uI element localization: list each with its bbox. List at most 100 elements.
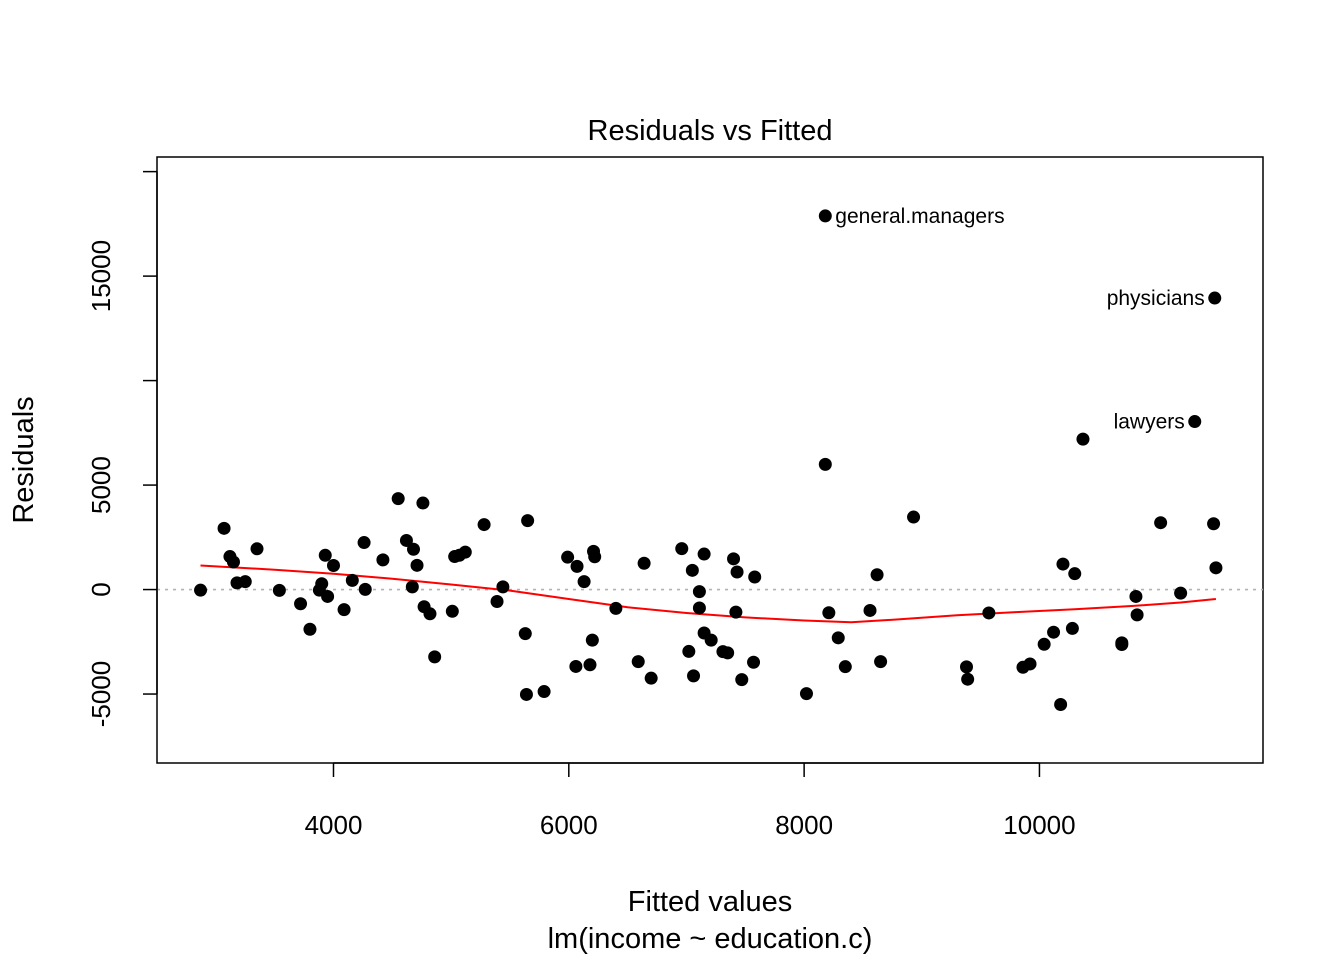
x-axis: 4000 6000 8000 10000 bbox=[305, 762, 1076, 840]
data-point bbox=[399, 533, 413, 547]
data-point bbox=[490, 594, 504, 608]
y-tick-label: 15000 bbox=[86, 240, 116, 312]
data-point bbox=[410, 558, 424, 572]
data-point bbox=[428, 650, 442, 664]
data-point bbox=[697, 547, 711, 561]
chart-title: Residuals vs Fitted bbox=[588, 115, 833, 147]
data-point bbox=[217, 521, 231, 535]
data-point bbox=[326, 559, 340, 573]
data-point bbox=[1054, 697, 1068, 711]
outlier-point bbox=[1188, 415, 1202, 429]
data-point bbox=[391, 492, 405, 506]
outlier-label: lawyers bbox=[1114, 411, 1185, 434]
data-point bbox=[1037, 637, 1051, 651]
data-point bbox=[272, 583, 286, 597]
data-point bbox=[747, 655, 761, 669]
data-point bbox=[561, 550, 575, 564]
x-axis-sublabel: lm(income ~ education.c) bbox=[548, 923, 873, 955]
data-point bbox=[730, 565, 744, 579]
data-point bbox=[458, 545, 472, 559]
data-point bbox=[405, 580, 419, 594]
data-point bbox=[238, 575, 252, 589]
data-point bbox=[1068, 567, 1082, 581]
smooth-line bbox=[200, 564, 1216, 624]
data-point bbox=[1076, 432, 1090, 446]
data-point bbox=[537, 685, 551, 699]
data-point bbox=[321, 589, 335, 603]
data-point bbox=[477, 518, 491, 532]
data-point bbox=[588, 550, 602, 564]
y-axis: -5000 0 5000 15000 bbox=[86, 170, 158, 728]
data-point bbox=[585, 633, 599, 647]
data-point bbox=[416, 496, 430, 510]
data-point bbox=[692, 585, 706, 599]
data-point bbox=[609, 601, 623, 615]
data-point bbox=[799, 687, 813, 701]
data-point bbox=[961, 672, 975, 686]
data-point bbox=[1129, 589, 1143, 603]
data-point bbox=[729, 605, 743, 619]
y-axis-label: Residuals bbox=[8, 396, 40, 523]
data-point bbox=[721, 646, 735, 660]
data-point bbox=[519, 687, 533, 701]
data-point bbox=[1023, 657, 1037, 671]
x-tick-label: 8000 bbox=[775, 810, 833, 840]
data-point bbox=[692, 601, 706, 615]
data-point bbox=[1130, 608, 1144, 622]
data-point bbox=[1174, 586, 1188, 600]
data-point bbox=[194, 583, 208, 597]
data-point bbox=[294, 597, 308, 611]
data-point bbox=[345, 573, 359, 587]
data-point bbox=[496, 580, 510, 594]
data-point bbox=[1065, 621, 1079, 635]
data-point bbox=[644, 671, 658, 685]
data-point bbox=[822, 606, 836, 620]
x-tick-label: 10000 bbox=[1003, 810, 1075, 840]
data-point bbox=[376, 553, 390, 567]
outlier-point bbox=[818, 209, 832, 223]
data-point bbox=[748, 570, 762, 584]
plot-frame bbox=[156, 156, 1264, 764]
outlier-label: physicians bbox=[1107, 287, 1205, 310]
data-point bbox=[959, 660, 973, 674]
data-point bbox=[226, 555, 240, 569]
data-point bbox=[1047, 625, 1061, 639]
data-point bbox=[250, 542, 264, 556]
data-point bbox=[687, 669, 701, 683]
data-point bbox=[1115, 638, 1129, 652]
data-point bbox=[675, 542, 689, 556]
y-tick-label: -5000 bbox=[86, 661, 116, 728]
data-point bbox=[518, 627, 532, 641]
x-tick-label: 4000 bbox=[305, 810, 363, 840]
data-point bbox=[423, 607, 437, 621]
data-point bbox=[704, 633, 718, 647]
outlier-point bbox=[1208, 291, 1222, 305]
data-point bbox=[1209, 561, 1223, 575]
x-tick-label: 6000 bbox=[540, 810, 598, 840]
data-point bbox=[870, 568, 884, 582]
data-point bbox=[358, 582, 372, 596]
data-point bbox=[863, 603, 877, 617]
data-point bbox=[831, 631, 845, 645]
data-point bbox=[735, 673, 749, 687]
data-point bbox=[570, 559, 584, 573]
data-point bbox=[337, 603, 351, 617]
scatter-points bbox=[194, 209, 1223, 711]
data-point bbox=[727, 552, 741, 566]
data-point bbox=[445, 604, 459, 618]
data-point bbox=[406, 542, 420, 556]
data-point bbox=[685, 563, 699, 577]
data-point bbox=[315, 577, 329, 591]
data-point bbox=[569, 659, 583, 673]
data-point bbox=[521, 514, 535, 528]
data-point bbox=[1207, 517, 1221, 531]
data-point bbox=[907, 510, 921, 524]
data-point bbox=[682, 644, 696, 658]
y-tick-label: 5000 bbox=[86, 456, 116, 514]
data-point bbox=[357, 536, 371, 550]
y-tick-label: 0 bbox=[86, 582, 116, 596]
data-point bbox=[318, 548, 332, 562]
outlier-label: general.managers bbox=[835, 205, 1004, 228]
data-point bbox=[303, 622, 317, 636]
